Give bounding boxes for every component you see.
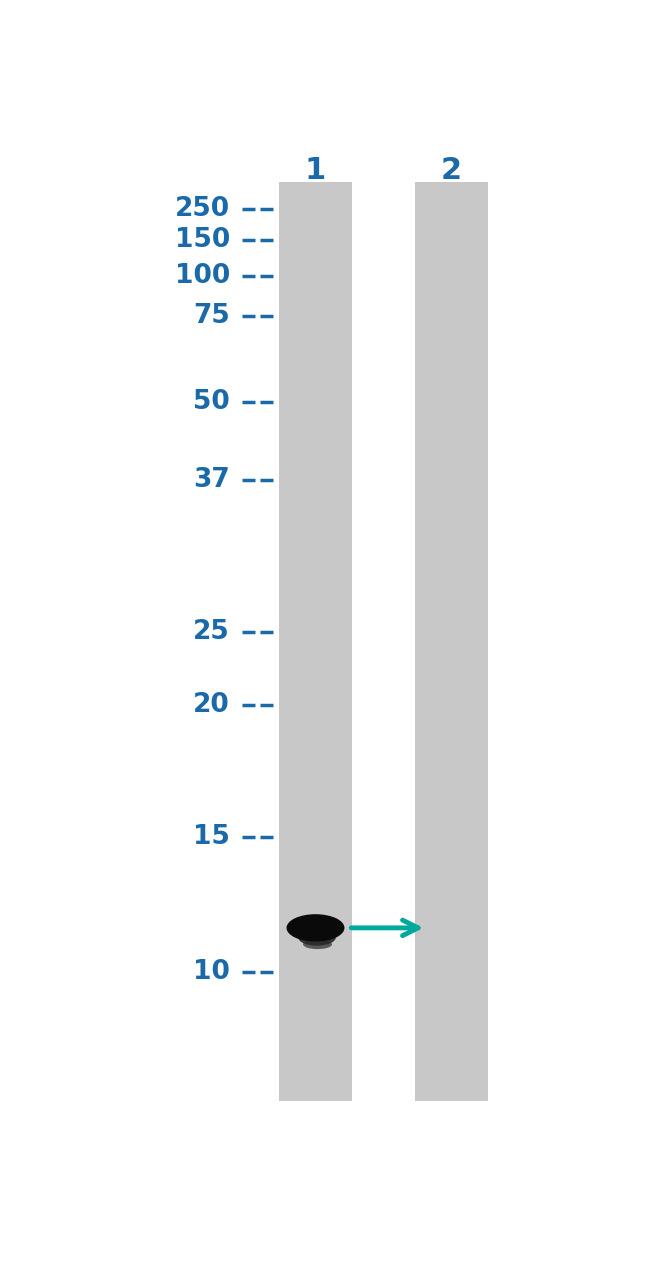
Text: 75: 75 [193, 302, 230, 329]
Text: 15: 15 [193, 824, 230, 850]
Text: 25: 25 [193, 618, 230, 645]
Text: 100: 100 [175, 263, 230, 288]
Ellipse shape [287, 914, 344, 941]
Text: 1: 1 [305, 155, 326, 184]
Text: 37: 37 [193, 467, 230, 493]
Text: 10: 10 [193, 959, 230, 984]
Text: 150: 150 [175, 227, 230, 254]
Text: 50: 50 [193, 389, 230, 415]
Ellipse shape [298, 930, 336, 946]
Text: 250: 250 [175, 196, 230, 222]
Text: 2: 2 [441, 155, 462, 184]
Bar [415, 182, 488, 1101]
Text: 20: 20 [193, 692, 230, 718]
Ellipse shape [303, 940, 332, 949]
Bar [279, 182, 352, 1101]
